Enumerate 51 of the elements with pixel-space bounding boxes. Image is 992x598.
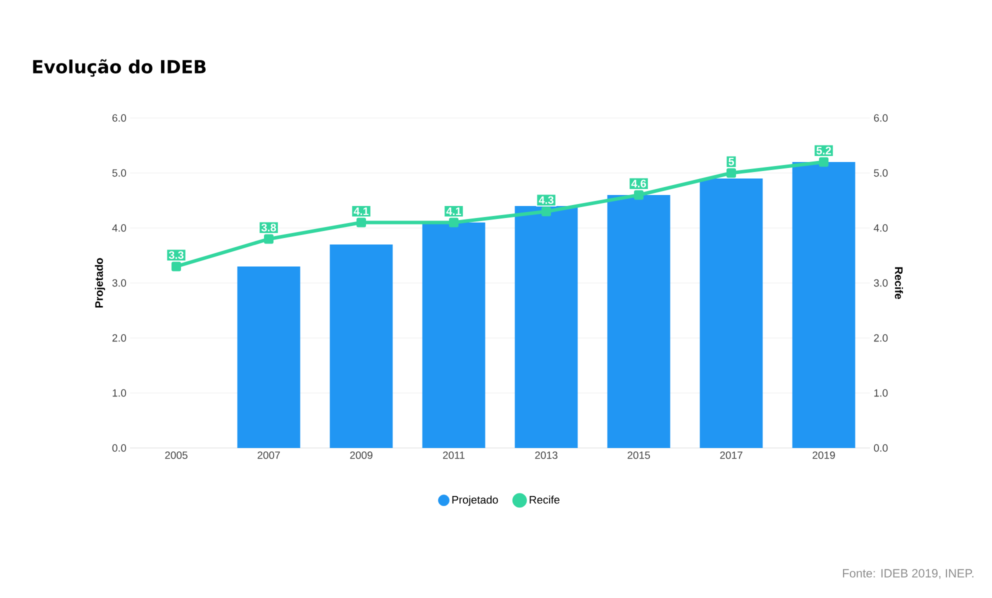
y-tick-label: 5.0: [112, 169, 126, 177]
y2-tick-label: 2.0: [874, 334, 888, 342]
x-tick-label: 2009: [350, 452, 372, 459]
data-label: 5: [728, 158, 734, 166]
x-tick-label: 2019: [812, 452, 835, 459]
y-tick-label: 2.0: [112, 334, 126, 342]
bar: [700, 178, 763, 448]
data-label: 4.3: [538, 196, 554, 204]
point: [634, 190, 644, 200]
chart-title: Evolução do IDEB: [33, 59, 206, 77]
point: [264, 234, 274, 244]
legend-label: Recife: [530, 496, 560, 504]
data-label: 3.8: [261, 224, 276, 232]
x-tick-label: 2013: [535, 452, 558, 459]
point: [542, 206, 552, 216]
data-label: 4.6: [631, 180, 646, 188]
point: [449, 218, 459, 228]
point: [819, 157, 829, 167]
y-tick-label: 1.0: [112, 389, 126, 397]
bar: [607, 194, 670, 448]
bar: [792, 162, 856, 448]
bar: [237, 266, 300, 448]
data-label: 4.1: [354, 207, 369, 215]
x-tick-label: 2017: [720, 452, 742, 459]
y-tick-label: 6.0: [112, 114, 126, 122]
bar: [514, 206, 578, 448]
point: [356, 218, 366, 228]
x-tick-label: 2011: [443, 452, 464, 459]
y2-axis-title: Recife: [894, 267, 903, 300]
bar: [330, 244, 393, 448]
bar: [422, 222, 486, 448]
point: [726, 168, 736, 178]
data-label: 5.2: [816, 146, 831, 154]
source-note: Fonte: IDEB 2019, INEP.: [843, 569, 974, 579]
y2-tick-label: 4.0: [874, 224, 888, 232]
y2-tick-label: 3.0: [874, 279, 888, 287]
y2-tick-label: 6.0: [874, 114, 888, 122]
point: [172, 262, 182, 272]
y2-tick-label: 0.0: [874, 444, 888, 452]
y-axis-title: Projetado: [94, 258, 106, 308]
data-label: 4.1: [446, 207, 462, 215]
y-tick-label: 3.0: [112, 279, 126, 287]
y2-tick-label: 5.0: [874, 169, 888, 177]
y-tick-label: 4.0: [112, 224, 126, 232]
data-label: 3.3: [168, 251, 184, 259]
x-tick-label: 2005: [165, 452, 188, 459]
x-tick-label: 2015: [628, 452, 650, 459]
x-tick-label: 2007: [258, 452, 280, 459]
y2-tick-label: 1.0: [874, 389, 888, 397]
legend-label: Projetado: [452, 496, 498, 506]
y-tick-label: 0.0: [112, 444, 126, 452]
